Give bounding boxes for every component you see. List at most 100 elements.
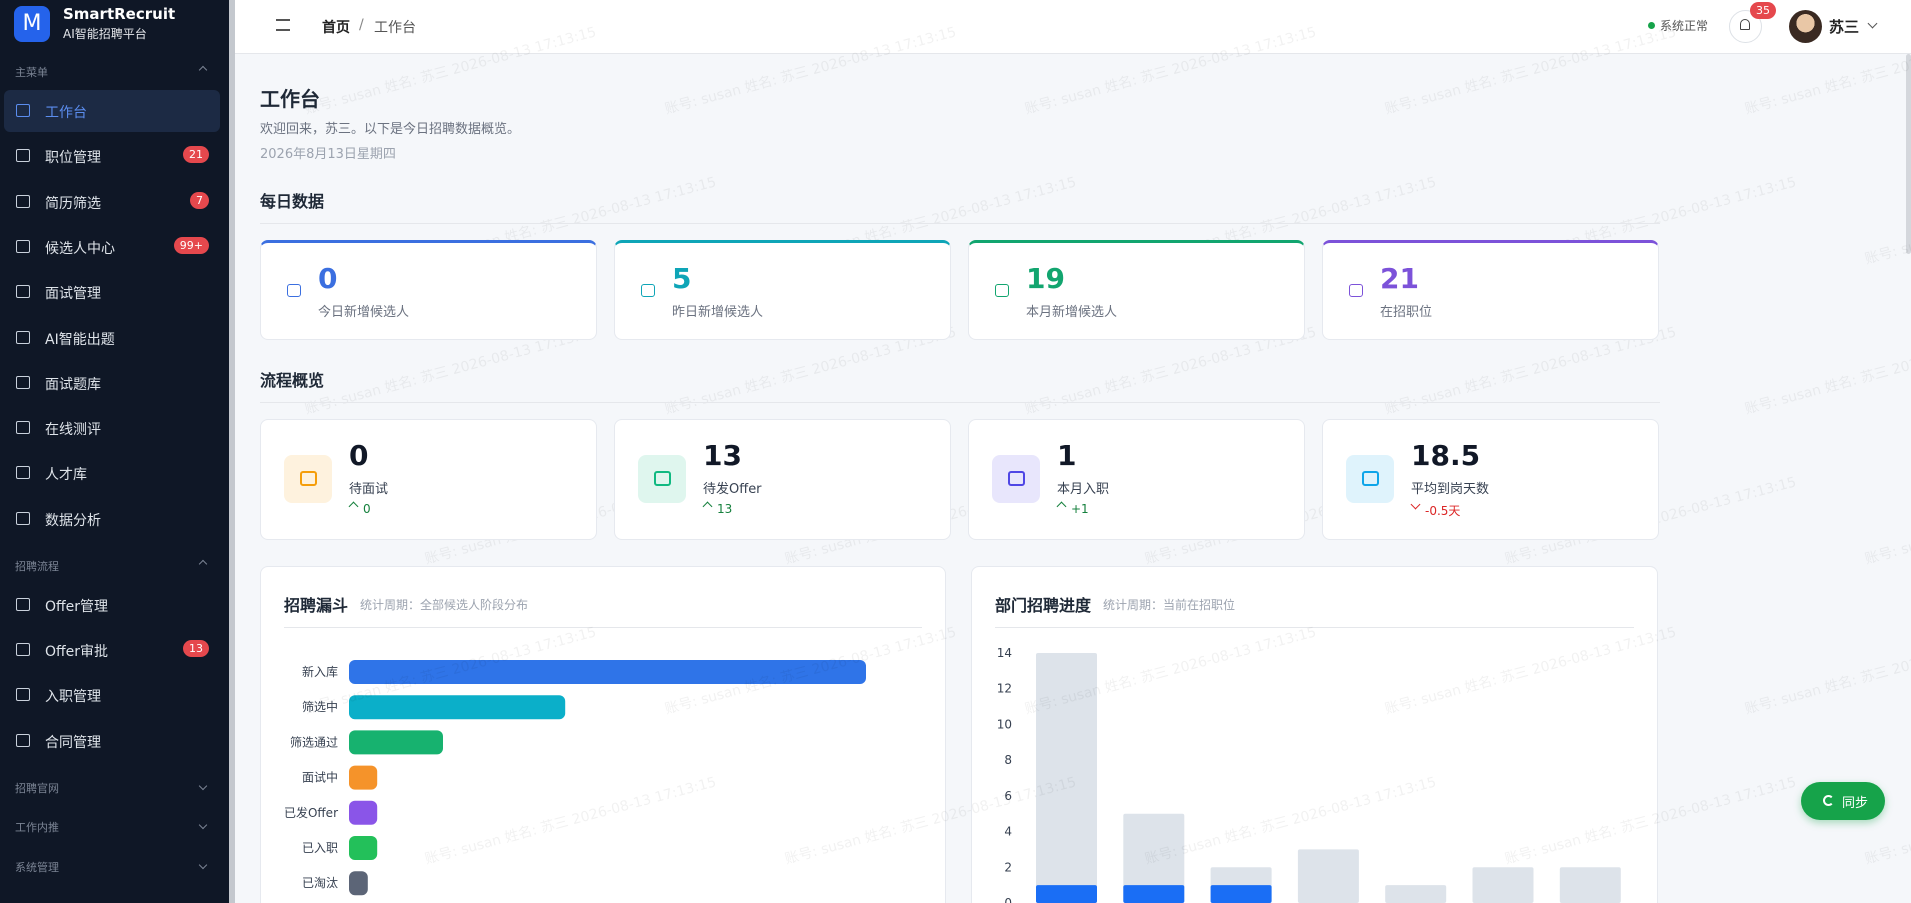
logo: M [14, 6, 50, 42]
menu-icon [16, 597, 30, 611]
flow-label: 待发Offer [703, 482, 762, 497]
menu-item[interactable]: 合同管理 [45, 734, 101, 751]
y-tick-label: 14 [997, 646, 1012, 660]
menu-icon [16, 421, 30, 435]
funnel-label: 已入职 [302, 841, 338, 855]
chart-title: 部门招聘进度 [995, 596, 1092, 615]
y-tick-label: 12 [997, 682, 1012, 696]
stat-card [1322, 240, 1659, 340]
breadcrumb[interactable]: 首页 [322, 20, 350, 36]
chart-subtitle: 统计周期：全部候选人阶段分布 [360, 598, 529, 612]
menu-item[interactable]: 面试管理 [45, 286, 101, 303]
chart-divider [995, 627, 1634, 628]
funnel-bar [349, 765, 378, 790]
menu-icon [16, 194, 30, 208]
y-tick-label: 6 [1004, 789, 1012, 803]
menu-item[interactable]: 职位管理 [45, 150, 101, 167]
menu-icon [16, 375, 30, 389]
menu-item[interactable]: 在线测评 [45, 422, 101, 439]
flow-value: 13 [703, 439, 742, 472]
menu-icon [16, 330, 30, 344]
flow-value: 0 [349, 439, 369, 472]
menu-item[interactable]: AI智能出题 [45, 331, 115, 348]
funnel-label: 筛选中 [302, 699, 338, 714]
bell[interactable] [1729, 10, 1762, 43]
flow-change: -0.5天 [1425, 504, 1461, 518]
user-name[interactable]: 苏三 [1829, 18, 1860, 36]
y-tick-label: 10 [997, 717, 1012, 731]
funnel-label: 已发Offer [284, 805, 338, 820]
flow-icon-bg [992, 455, 1040, 503]
menu-item[interactable]: 入职管理 [45, 689, 101, 706]
menu-icon [16, 149, 30, 163]
menu-icon [16, 285, 30, 299]
sidebar: M SmartRecruit AI智能招聘平台 主菜单工作台职位管理 21 简历筛选… [0, 0, 229, 903]
menu-item[interactable]: 工作台 [45, 105, 87, 121]
flow-value: 1 [1057, 439, 1077, 472]
flow-label: 本月入职 [1057, 482, 1110, 497]
bar [1036, 885, 1097, 903]
menu-item[interactable]: 候选人中心 [45, 240, 115, 257]
funnel-bar [349, 836, 378, 860]
funnel-label: 筛选通过 [290, 734, 338, 749]
menu-badge: 21 [183, 146, 209, 164]
menu-item[interactable]: Offer管理 [45, 598, 109, 615]
flow-label: 平均到岗天数 [1411, 482, 1490, 497]
status-dot [1648, 22, 1655, 29]
sidebar-scrollbar [229, 0, 235, 903]
flow-change: 0 [363, 502, 371, 516]
section-title[interactable]: 招聘流程 [15, 559, 59, 573]
section-title[interactable]: 招聘官网 [15, 781, 59, 795]
flow-icon [1362, 471, 1379, 486]
bar [1472, 867, 1534, 903]
flow-icon-bg [284, 455, 332, 503]
chart-subtitle: 统计周期：当前在招职位 [1103, 598, 1236, 612]
funnel-bar [349, 800, 378, 825]
stat-card [614, 240, 951, 340]
bar [1123, 885, 1185, 903]
section-title[interactable]: 系统管理 [15, 860, 59, 874]
sync-button[interactable] [1801, 782, 1885, 820]
menu-item[interactable]: 数据分析 [45, 512, 101, 529]
section-heading: 每日数据 [260, 192, 325, 211]
bar [1559, 867, 1621, 903]
flow-icon-bg [638, 455, 686, 503]
stat-icon [287, 284, 301, 297]
avatar[interactable] [1789, 10, 1822, 43]
stat-value: 0 [318, 262, 338, 295]
menu-item[interactable]: 人才库 [45, 467, 87, 484]
stat-label: 本月新增候选人 [1026, 305, 1118, 320]
y-tick-label: 0 [1004, 896, 1012, 903]
header [235, 0, 1911, 54]
section-title[interactable]: 工作内推 [15, 821, 59, 835]
menu-toggle[interactable] [276, 19, 290, 31]
bar [1385, 885, 1447, 903]
menu-item[interactable]: 简历筛选 [45, 195, 101, 212]
menu-icon [16, 239, 30, 253]
menu-badge: 99+ [173, 236, 209, 254]
stat-value: 19 [1026, 262, 1065, 295]
page-title: 工作台 [260, 87, 320, 111]
funnel-bar [349, 730, 443, 755]
bar [1297, 849, 1359, 903]
y-tick-label: 2 [1004, 860, 1012, 874]
menu-badge: 13 [183, 640, 209, 657]
brand-sub: AI智能招聘平台 [63, 27, 147, 41]
welcome: 欢迎回来，苏三。以下是今日招聘数据概览。 [260, 122, 521, 137]
stat-value: 21 [1380, 262, 1419, 295]
menu-item[interactable]: Offer审批 [45, 644, 109, 660]
brand: SmartRecruit [63, 5, 176, 23]
stat-label: 今日新增候选人 [318, 305, 410, 320]
section-title[interactable]: 主菜单 [15, 66, 48, 79]
notification-badge: 35 [1750, 2, 1776, 19]
section-divider [260, 223, 1660, 224]
funnel-bar [349, 660, 866, 684]
sync-label[interactable]: 同步 [1842, 796, 1869, 811]
menu-item[interactable]: 面试题库 [45, 376, 101, 393]
funnel-label: 面试中 [302, 770, 338, 785]
menu-icon [16, 466, 30, 480]
funnel-label: 已淘汰 [302, 876, 338, 890]
y-tick-label: 8 [1004, 753, 1012, 767]
menu-icon [16, 643, 30, 656]
